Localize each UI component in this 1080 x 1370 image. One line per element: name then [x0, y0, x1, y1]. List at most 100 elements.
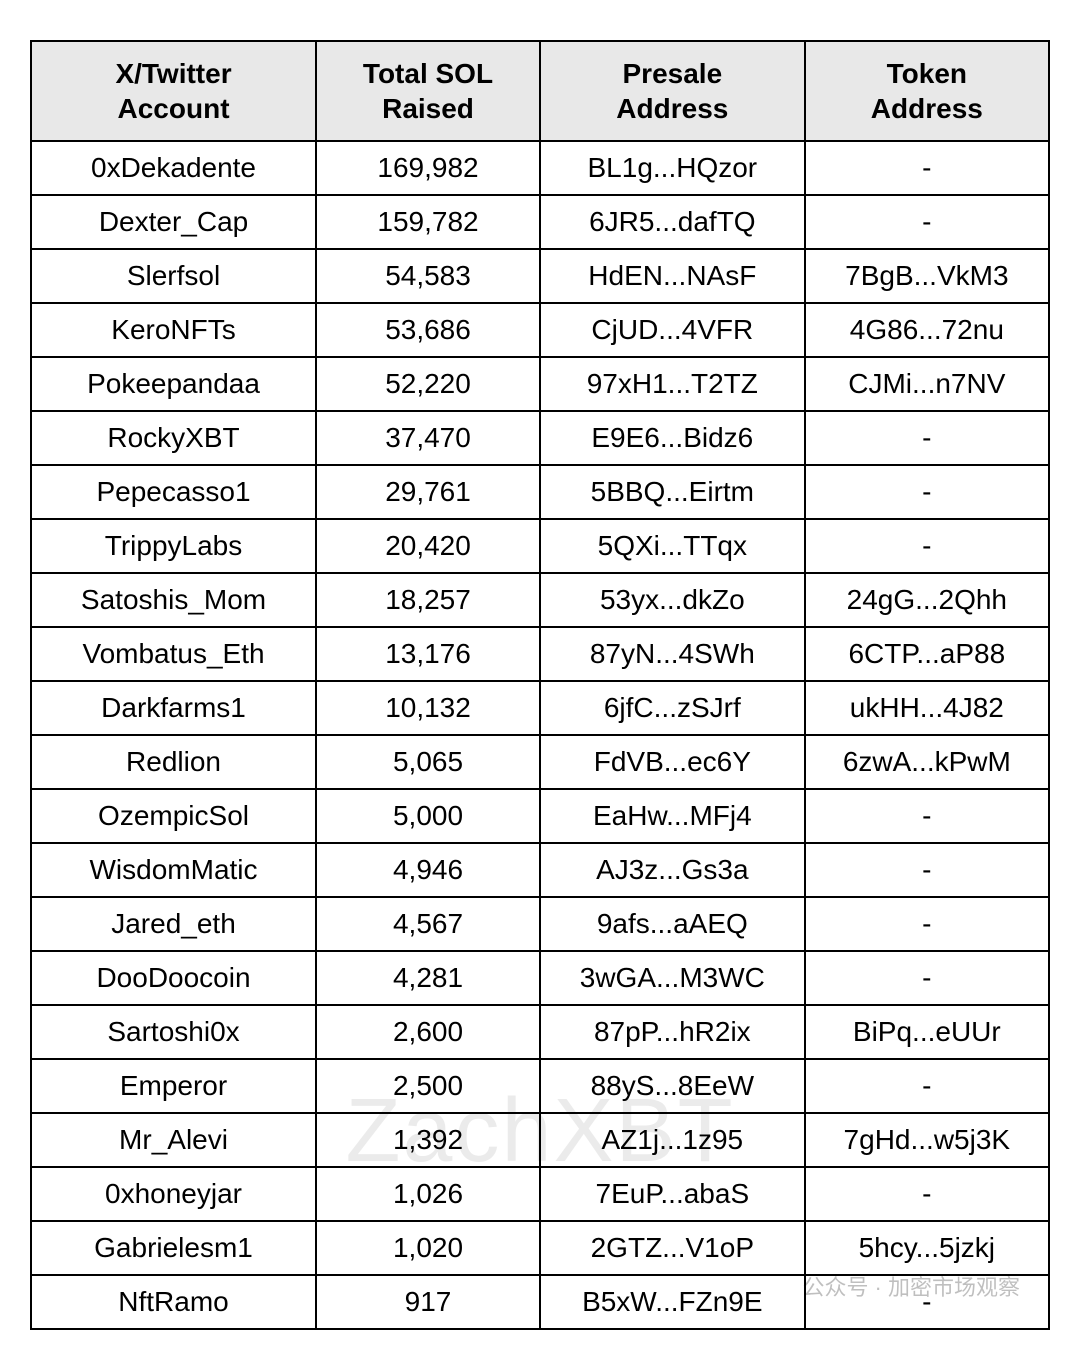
- table-row: Gabrielesm11,0202GTZ...V1oP5hcy...5jzkj: [31, 1221, 1049, 1275]
- cell-account: Slerfsol: [31, 249, 316, 303]
- cell-token: CJMi...n7NV: [805, 357, 1049, 411]
- cell-account: NftRamo: [31, 1275, 316, 1329]
- cell-account: OzempicSol: [31, 789, 316, 843]
- table-row: Redlion5,065FdVB...ec6Y6zwA...kPwM: [31, 735, 1049, 789]
- table-row: Slerfsol54,583HdEN...NAsF7BgB...VkM3: [31, 249, 1049, 303]
- table-body: 0xDekadente169,982BL1g...HQzor-Dexter_Ca…: [31, 141, 1049, 1329]
- cell-presale: 6JR5...dafTQ: [540, 195, 805, 249]
- cell-presale: 7EuP...abaS: [540, 1167, 805, 1221]
- cell-presale: B5xW...FZn9E: [540, 1275, 805, 1329]
- cell-raised: 5,000: [316, 789, 540, 843]
- cell-presale: 2GTZ...V1oP: [540, 1221, 805, 1275]
- cell-token: -: [805, 195, 1049, 249]
- cell-token: -: [805, 1059, 1049, 1113]
- table-row: Dexter_Cap159,7826JR5...dafTQ-: [31, 195, 1049, 249]
- column-header-line2: Address: [871, 93, 983, 124]
- cell-raised: 1,026: [316, 1167, 540, 1221]
- cell-presale: CjUD...4VFR: [540, 303, 805, 357]
- table-row: Darkfarms110,1326jfC...zSJrfukHH...4J82: [31, 681, 1049, 735]
- cell-account: Pepecasso1: [31, 465, 316, 519]
- cell-raised: 5,065: [316, 735, 540, 789]
- table-row: Sartoshi0x2,60087pP...hR2ixBiPq...eUUr: [31, 1005, 1049, 1059]
- table-row: TrippyLabs20,4205QXi...TTqx-: [31, 519, 1049, 573]
- cell-raised: 1,392: [316, 1113, 540, 1167]
- column-header-presale: PresaleAddress: [540, 41, 805, 141]
- cell-token: -: [805, 1167, 1049, 1221]
- table-row: RockyXBT37,470E9E6...Bidz6-: [31, 411, 1049, 465]
- column-header-line2: Account: [118, 93, 230, 124]
- cell-account: Vombatus_Eth: [31, 627, 316, 681]
- table-row: Satoshis_Mom18,25753yx...dkZo24gG...2Qhh: [31, 573, 1049, 627]
- table-row: Pepecasso129,7615BBQ...Eirtm-: [31, 465, 1049, 519]
- cell-token: -: [805, 465, 1049, 519]
- cell-account: Jared_eth: [31, 897, 316, 951]
- presale-table: X/Twitter Account Total SOL Raised PresaleAd…: [30, 40, 1050, 1330]
- column-header-raised: Total SOL Raised: [316, 41, 540, 141]
- column-header-line2: Address: [616, 93, 728, 124]
- cell-account: Satoshis_Mom: [31, 573, 316, 627]
- cell-presale: FdVB...ec6Y: [540, 735, 805, 789]
- cell-raised: 4,281: [316, 951, 540, 1005]
- cell-account: DooDoocoin: [31, 951, 316, 1005]
- cell-presale: 3wGA...M3WC: [540, 951, 805, 1005]
- cell-presale: AZ1j...1z95: [540, 1113, 805, 1167]
- cell-account: 0xDekadente: [31, 141, 316, 195]
- cell-raised: 54,583: [316, 249, 540, 303]
- column-header-line1: Token: [887, 58, 967, 89]
- table-row: Jared_eth4,5679afs...aAEQ-: [31, 897, 1049, 951]
- cell-token: -: [805, 1275, 1049, 1329]
- cell-presale: 88yS...8EeW: [540, 1059, 805, 1113]
- cell-token: -: [805, 843, 1049, 897]
- cell-token: 24gG...2Qhh: [805, 573, 1049, 627]
- column-header-line1: Total SOL: [363, 58, 493, 89]
- cell-account: Gabrielesm1: [31, 1221, 316, 1275]
- cell-token: -: [805, 141, 1049, 195]
- cell-presale: E9E6...Bidz6: [540, 411, 805, 465]
- cell-raised: 29,761: [316, 465, 540, 519]
- cell-token: 4G86...72nu: [805, 303, 1049, 357]
- table-header: X/Twitter Account Total SOL Raised PresaleAd…: [31, 41, 1049, 141]
- cell-raised: 10,132: [316, 681, 540, 735]
- table-row: Emperor2,50088yS...8EeW-: [31, 1059, 1049, 1113]
- cell-presale: 97xH1...T2TZ: [540, 357, 805, 411]
- table-row: 0xhoneyjar1,0267EuP...abaS-: [31, 1167, 1049, 1221]
- cell-token: BiPq...eUUr: [805, 1005, 1049, 1059]
- cell-token: -: [805, 951, 1049, 1005]
- cell-raised: 2,500: [316, 1059, 540, 1113]
- table-row: 0xDekadente169,982BL1g...HQzor-: [31, 141, 1049, 195]
- table-row: Mr_Alevi1,392AZ1j...1z957gHd...w5j3K: [31, 1113, 1049, 1167]
- cell-account: Pokeepandaa: [31, 357, 316, 411]
- cell-raised: 4,567: [316, 897, 540, 951]
- cell-token: 6zwA...kPwM: [805, 735, 1049, 789]
- cell-raised: 18,257: [316, 573, 540, 627]
- cell-account: Sartoshi0x: [31, 1005, 316, 1059]
- cell-account: RockyXBT: [31, 411, 316, 465]
- cell-raised: 169,982: [316, 141, 540, 195]
- cell-raised: 1,020: [316, 1221, 540, 1275]
- column-header-line2: Raised: [382, 93, 474, 124]
- cell-token: 7gHd...w5j3K: [805, 1113, 1049, 1167]
- cell-account: TrippyLabs: [31, 519, 316, 573]
- table-row: KeroNFTs53,686CjUD...4VFR4G86...72nu: [31, 303, 1049, 357]
- cell-presale: 6jfC...zSJrf: [540, 681, 805, 735]
- cell-account: KeroNFTs: [31, 303, 316, 357]
- column-header-account: X/Twitter Account: [31, 41, 316, 141]
- cell-token: -: [805, 411, 1049, 465]
- cell-raised: 53,686: [316, 303, 540, 357]
- cell-presale: 5BBQ...Eirtm: [540, 465, 805, 519]
- cell-presale: HdEN...NAsF: [540, 249, 805, 303]
- cell-raised: 917: [316, 1275, 540, 1329]
- cell-token: 7BgB...VkM3: [805, 249, 1049, 303]
- cell-raised: 4,946: [316, 843, 540, 897]
- cell-presale: EaHw...MFj4: [540, 789, 805, 843]
- cell-token: -: [805, 897, 1049, 951]
- table-row: NftRamo917B5xW...FZn9E-: [31, 1275, 1049, 1329]
- cell-presale: BL1g...HQzor: [540, 141, 805, 195]
- cell-account: 0xhoneyjar: [31, 1167, 316, 1221]
- table-row: DooDoocoin4,2813wGA...M3WC-: [31, 951, 1049, 1005]
- column-header-line1: X/Twitter: [115, 58, 231, 89]
- cell-raised: 52,220: [316, 357, 540, 411]
- cell-presale: 87yN...4SWh: [540, 627, 805, 681]
- cell-raised: 2,600: [316, 1005, 540, 1059]
- table-row: Pokeepandaa52,22097xH1...T2TZCJMi...n7NV: [31, 357, 1049, 411]
